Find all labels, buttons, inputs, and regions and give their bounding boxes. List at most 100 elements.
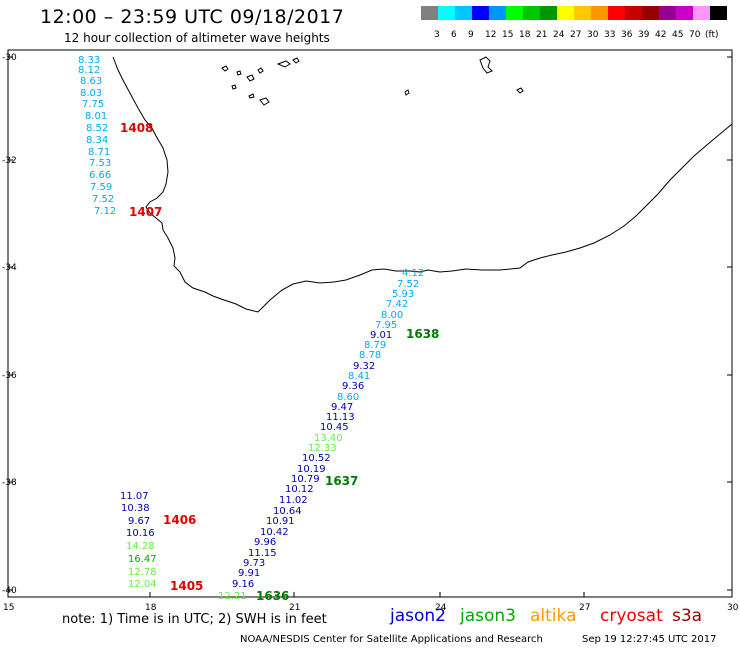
- island-outline: [231, 84, 237, 90]
- axis-ticks: -30 -32 -34 -36 -38 -40 15 18 21 24 27 30: [2, 53, 739, 613]
- island-outline: [221, 65, 229, 72]
- wave-height-reading: 9.01: [370, 330, 392, 341]
- wave-height-reading: 16.47: [128, 554, 157, 565]
- wave-height-reading: 8.00: [381, 310, 403, 321]
- satellite-pass-label: 1407: [129, 205, 162, 219]
- colorbar-tick-label: 45: [672, 30, 684, 40]
- island-outline: [276, 60, 291, 68]
- satellite-pass-label: 1408: [120, 121, 153, 135]
- map-frame: [7, 49, 733, 598]
- wave-height-reading: 9.36: [342, 381, 364, 392]
- latitude-tick-label: -38: [2, 478, 17, 488]
- colorbar-swatch: [438, 6, 455, 20]
- colorbar-tick-label: 24: [553, 30, 565, 40]
- colorbar-tick-label: 33: [604, 30, 616, 40]
- colorbar-tick-label: 12: [485, 30, 497, 40]
- colorbar-tick-label: 70: [689, 30, 701, 40]
- wave-height-reading: 7.42: [386, 299, 408, 310]
- wave-height-reading: 8.52: [86, 123, 108, 134]
- wave-height-reading: 7.59: [90, 182, 112, 193]
- wave-height-reading: 10.64: [273, 506, 302, 517]
- wave-height-reading: 11.02: [279, 495, 308, 506]
- latitude-tick-label: -30: [2, 53, 17, 63]
- colorbar-swatch: [506, 6, 523, 20]
- wave-height-reading: 8.03: [80, 88, 102, 99]
- legend-entry-jason2: jason2: [390, 606, 446, 626]
- wave-height-reading: 10.45: [320, 422, 349, 433]
- colorbar-swatch: [676, 6, 693, 20]
- coastline-mainland: [112, 56, 733, 313]
- map-title: 12:00 – 23:59 UTC 09/18/2017: [40, 6, 345, 28]
- satellite-pass-label: 1405: [170, 579, 203, 593]
- colorbar-swatch: [625, 6, 642, 20]
- colorbar-unit: (ft): [705, 30, 719, 40]
- colorbar-swatch: [659, 6, 676, 20]
- colorbar-swatch: [557, 6, 574, 20]
- satellite-pass-label: 1638: [406, 327, 439, 341]
- colorbar-swatch: [642, 6, 659, 20]
- colorbar-swatch: [608, 6, 625, 20]
- wave-height-reading: 11.13: [326, 412, 355, 423]
- longitude-tick-label: 30: [727, 603, 739, 613]
- colorbar-tick-label: 36: [621, 30, 633, 40]
- island-outline: [248, 93, 255, 99]
- wave-height-reading: 8.79: [364, 340, 386, 351]
- longitude-tick-label: 24: [435, 603, 447, 613]
- wave-height-reading: 10.19: [297, 464, 326, 475]
- colorbar-tick-label: 9: [468, 30, 474, 40]
- colorbar-tick-label: 18: [519, 30, 531, 40]
- wave-height-reading: 8.12: [78, 65, 100, 76]
- colorbar-swatch: [574, 6, 591, 20]
- wave-height-reading: 10.12: [285, 484, 314, 495]
- island-outline: [404, 89, 410, 96]
- longitude-tick-label: 15: [3, 603, 14, 613]
- colorbar-swatch: [472, 6, 489, 20]
- wave-height-reading: 10.91: [266, 516, 295, 527]
- colorbar-swatch: [489, 6, 506, 20]
- wave-height-reading: 8.78: [359, 350, 381, 361]
- wave-height-reading: 12.78: [128, 567, 157, 578]
- legend-entry-cryosat: cryosat: [600, 606, 663, 626]
- wave-height-reading: 7.52: [92, 194, 114, 205]
- colorbar-tick-label: 42: [655, 30, 667, 40]
- map-subtitle: 12 hour collection of altimeter wave hei…: [64, 31, 330, 45]
- island-outline: [236, 70, 242, 76]
- pass-labels: 1408 1407 1638 1637 1406 1405 1636: [120, 121, 439, 603]
- longitude-tick-label: 27: [579, 603, 590, 613]
- wave-height-reading: 9.16: [232, 579, 254, 590]
- colorbar-swatch: [421, 6, 438, 20]
- generation-timestamp: Sep 19 12:27:45 UTC 2017: [582, 634, 717, 645]
- wave-height-reading: 8.34: [86, 135, 108, 146]
- wave-height-reading: 8.63: [80, 76, 102, 87]
- wave-height-reading: 8.01: [85, 111, 107, 122]
- wave-height-reading: 12.04: [128, 579, 157, 590]
- legend-entry-s3a: s3a: [672, 606, 703, 626]
- legend-entry-altika: altika: [530, 606, 577, 626]
- wave-height-reading: 10.52: [302, 453, 331, 464]
- wave-height-reading: 7.52: [397, 279, 419, 290]
- island-outline: [246, 74, 255, 82]
- wave-height-reading: 7.53: [89, 158, 111, 169]
- latitude-tick-label: -34: [2, 263, 17, 273]
- wave-height-reading: 10.79: [291, 474, 320, 485]
- colorbar-tick-label: 6: [451, 30, 457, 40]
- wave-height-reading: 8.33: [78, 55, 100, 66]
- colorbar-swatch: [710, 6, 727, 20]
- colorbar-tick-label: 15: [502, 30, 514, 40]
- latitude-tick-label: -36: [2, 371, 17, 381]
- wave-height-reading: 11.07: [120, 491, 149, 502]
- wave-height-reading: 9.47: [331, 402, 353, 413]
- colorbar-tick-label: 21: [536, 30, 548, 40]
- wave-height-reading: 4.12: [402, 268, 424, 279]
- wave-height-reading: 9.91: [238, 568, 260, 579]
- island-outline: [292, 57, 300, 64]
- colorbar-tick-label: 27: [570, 30, 582, 40]
- colorbar-swatch: [540, 6, 557, 20]
- wave-height-reading: 12.33: [308, 443, 337, 454]
- colorbar-swatch: [693, 6, 710, 20]
- wave-height-reading: 9.67: [128, 516, 150, 527]
- wave-height-reading: 12.21: [218, 591, 247, 602]
- longitude-tick-label: 18: [145, 603, 157, 613]
- wave-height-reading: 7.95: [375, 320, 397, 331]
